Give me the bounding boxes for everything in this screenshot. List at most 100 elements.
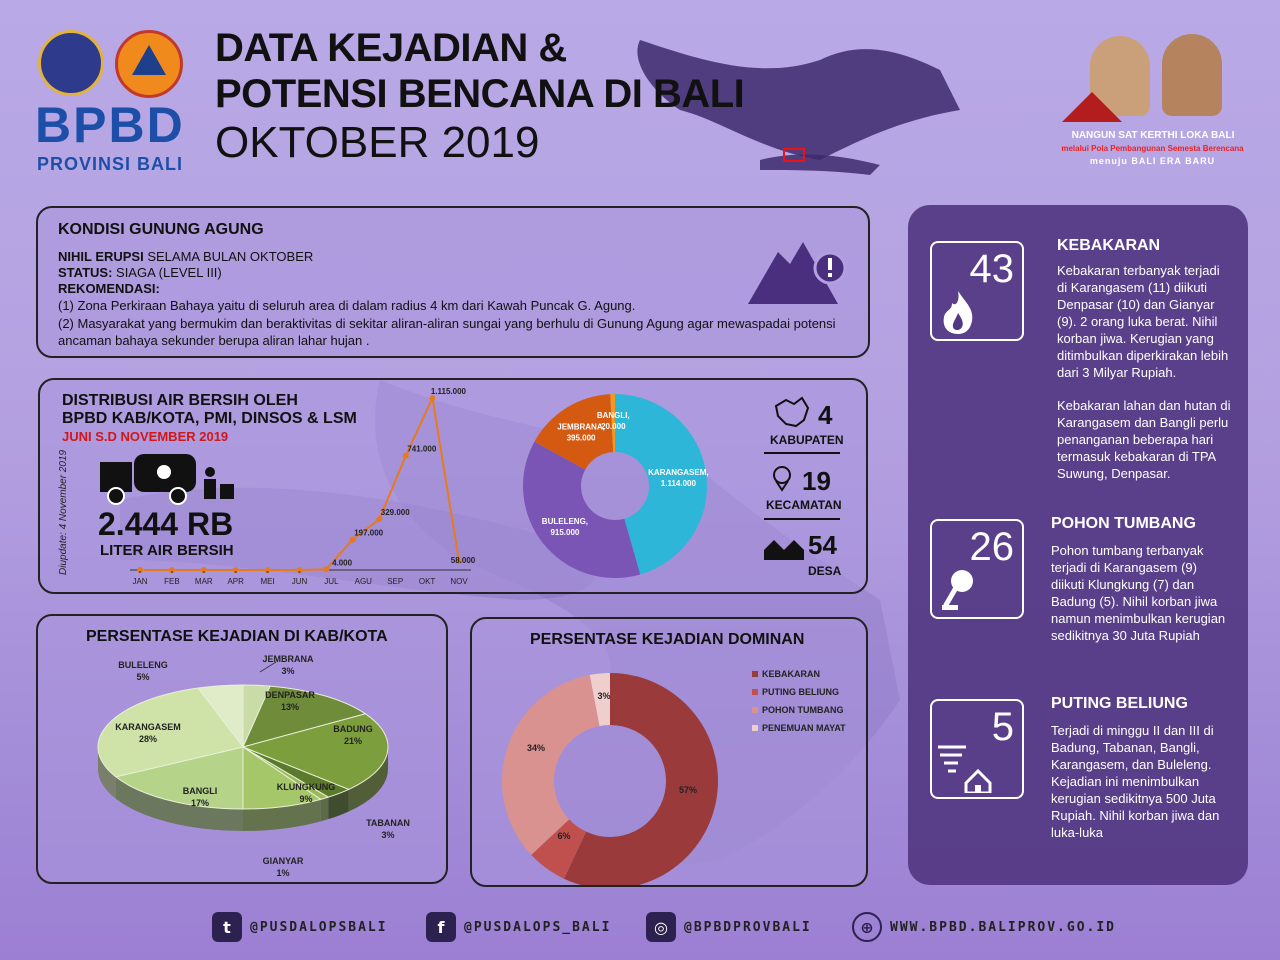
legend-label: PENEMUAN MAYAT [762, 723, 846, 733]
pie-label: JEMBRANA [262, 654, 314, 664]
slice-percent: 57% [679, 785, 697, 795]
data-point [200, 567, 207, 573]
water-donut-chart: KARANGASEM, 1.114.000 BULELENG, 915.000 JEMB… [523, 394, 709, 578]
pie-slice [242, 685, 367, 748]
legend-swatch [752, 725, 758, 731]
legend-swatch [752, 707, 758, 713]
kebakaran-title: KEBAKARAN [1057, 237, 1161, 254]
title-line-1: DATA KEJADIAN & [215, 26, 567, 70]
page-title: DATA KEJADIAN & POTENSI BENCANA DI BALI … [215, 25, 745, 169]
donut-slice [589, 673, 610, 726]
slice-value: 20.000 [601, 422, 626, 431]
pie-percent: 13% [281, 702, 299, 712]
fallen-tree-icon [942, 570, 973, 610]
x-tick-label: JAN [132, 577, 147, 586]
x-tick-label: AGU [355, 577, 373, 586]
slice-value: 1.114.000 [661, 479, 697, 488]
website-link[interactable]: ⊕ WWW.BPBD.BALIPROV.GO.ID [852, 912, 1116, 942]
facebook-link[interactable]: f @PUSDALOPS_BALI [426, 912, 611, 942]
kabupaten-count: 4 [818, 400, 833, 430]
legend-label: PUTING BELIUNG [762, 687, 839, 697]
org-subname: PROVINSI BALI [37, 154, 184, 174]
stat-divider-1 [764, 452, 840, 454]
title-line-3: OKTOBER 2019 [215, 118, 540, 167]
motto-line-1: NANGUN SAT KERTHI LOKA BALI [1071, 130, 1235, 141]
slice-value: 915.000 [550, 528, 579, 537]
data-label: 329.000 [381, 508, 410, 517]
data-point [296, 567, 303, 573]
pie-percent: 5% [136, 672, 149, 682]
pie-label: BADUNG [333, 724, 373, 734]
x-tick-label: MAR [195, 577, 213, 586]
pie-slice [242, 746, 322, 810]
pie-slice [241, 713, 389, 790]
x-tick-label: OKT [419, 577, 436, 586]
volcano-warning-icon [748, 242, 847, 304]
recommendation-2: (2) Masyarakat yang bermukim dan berakti… [58, 316, 836, 348]
pie-side [243, 799, 321, 831]
data-point [323, 566, 330, 573]
air-title-1: DISTRIBUSI AIR BERSIH OLEH [62, 392, 298, 409]
tornado-house-icon [938, 745, 992, 793]
pie-percent: 3% [381, 830, 394, 840]
kecamatan-label: KECAMATAN [766, 498, 842, 512]
data-point [232, 567, 239, 573]
pohon-text: Pohon tumbang terbanyak terjadi di Karan… [1051, 543, 1226, 643]
data-label: 1.115.000 [431, 387, 467, 396]
data-label: 741.000 [407, 445, 436, 454]
x-tick-label: JUL [324, 577, 339, 586]
pie-side-shade [320, 797, 329, 822]
website-url: WWW.BPBD.BALIPROV.GO.ID [890, 919, 1117, 935]
donut-slice [502, 674, 600, 855]
twitter-icon: t [212, 912, 242, 942]
desa-label: DESA [808, 564, 842, 578]
leaders-banner: NANGUN SAT KERTHI LOKA BALI melalui Pola… [1050, 30, 1255, 180]
pie-side [348, 747, 388, 812]
pie-side [320, 797, 329, 822]
water-total-label: LITER AIR BERSIH [100, 542, 234, 559]
pie-side [115, 776, 243, 831]
puting-title: PUTING BELIUNG [1051, 695, 1188, 712]
bali-province-logo [38, 30, 104, 96]
slice-percent: 3% [597, 691, 610, 701]
recommendation-1: (1) Zona Perkiraan Bahaya yaitu di selur… [58, 298, 636, 313]
kab-chart-title: PERSENTASE KEJADIAN DI KAB/KOTA [86, 628, 388, 645]
data-label: - [298, 567, 301, 576]
facebook-icon: f [426, 912, 456, 942]
twitter-link[interactable]: t @PUSDALOPSBALI [212, 912, 388, 942]
data-point [168, 567, 175, 573]
location-pin-icon [773, 466, 791, 492]
instagram-handle: @BPBDPROVBALI [684, 919, 812, 935]
pie-slice [197, 684, 244, 749]
pie-label: TABANAN [366, 818, 410, 828]
status-bold: STATUS: [58, 265, 113, 280]
globe-icon: ⊕ [852, 912, 882, 942]
slice-label: KARANGASEM, [648, 468, 708, 477]
fire-icon [943, 291, 973, 334]
desa-count: 54 [808, 530, 837, 560]
donut-slice [523, 441, 641, 578]
volcano-status: STATUS: SIAGA (LEVEL III) [58, 265, 222, 280]
x-tick-label: APR [227, 577, 244, 586]
rekomendasi-label: REKOMENDASI: [58, 281, 160, 296]
air-title-2: BPBD KAB/KOTA, PMI, DINSOS & LSM [62, 410, 357, 427]
pie-label: BANGLI [183, 786, 218, 796]
kab-kota-panel: PERSENTASE KEJADIAN DI KAB/KOTA JEMBRANA… [36, 614, 448, 884]
instagram-link[interactable]: ◎ @BPBDPROVBALI [646, 912, 812, 942]
pie-label: DENPASAR [265, 690, 315, 700]
slice-label: BANGLI, [597, 411, 630, 420]
gunung-agung-panel: KONDISI GUNUNG AGUNG NIHIL ERUPSI SELAMA… [36, 206, 870, 358]
facebook-handle: @PUSDALOPS_BALI [464, 919, 612, 935]
pie-side-shade [98, 747, 116, 799]
legend-label: KEBAKARAN [762, 669, 820, 679]
water-total: 2.444 RB [98, 506, 234, 542]
update-date: Diupdate: 4 November 2019 [58, 449, 69, 575]
air-bersih-panel: DISTRIBUSI AIR BERSIH OLEH BPBD KAB/KOTA… [38, 378, 868, 594]
disaster-summary-panel: 43 KEBAKARAN Kebakaran terbanyak terjadi… [908, 205, 1248, 885]
puting-count: 5 [991, 705, 1014, 749]
data-point [137, 567, 143, 573]
donut-slice [610, 394, 615, 453]
pie-label: KARANGASEM [115, 722, 181, 732]
pie-label: KLUNGKUNG [277, 782, 336, 792]
kabupaten-label: KABUPATEN [770, 433, 844, 447]
